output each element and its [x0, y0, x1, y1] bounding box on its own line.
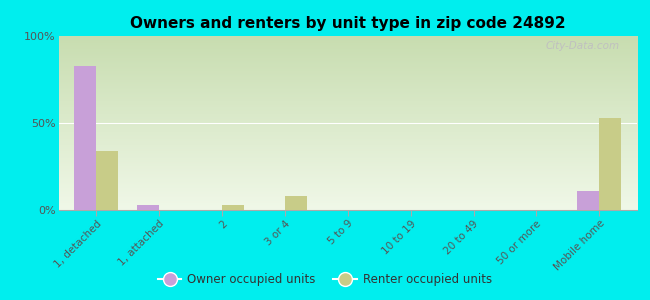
Title: Owners and renters by unit type in zip code 24892: Owners and renters by unit type in zip c…	[130, 16, 566, 31]
Bar	[577, 191, 599, 210]
Bar	[222, 205, 244, 210]
Legend: Owner occupied units, Renter occupied units: Owner occupied units, Renter occupied un…	[153, 269, 497, 291]
Text: City-Data.com: City-Data.com	[545, 41, 619, 51]
Bar	[74, 66, 96, 210]
Bar	[285, 196, 307, 210]
Bar	[96, 151, 118, 210]
Bar	[137, 205, 159, 210]
Bar	[599, 118, 621, 210]
